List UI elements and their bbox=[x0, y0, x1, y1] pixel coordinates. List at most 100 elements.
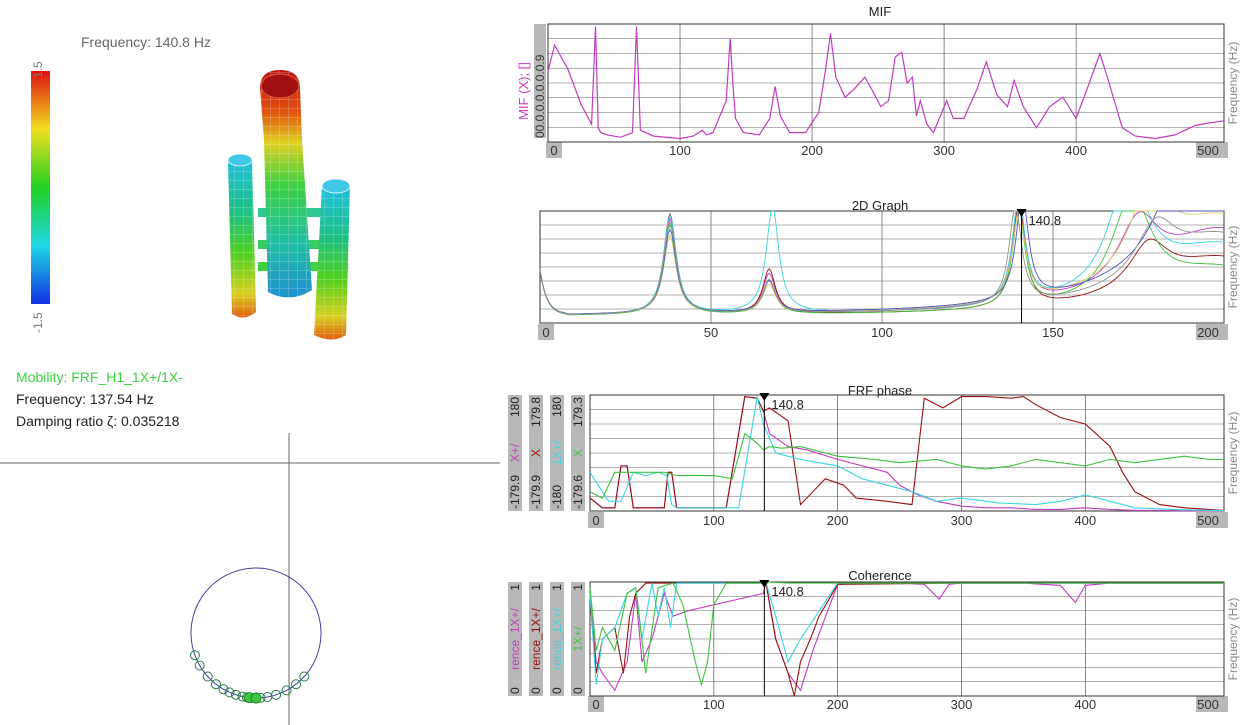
y-axis-label: X bbox=[571, 449, 585, 457]
y-axis-strip bbox=[529, 582, 543, 696]
y-axis-top-label: 180 bbox=[550, 397, 564, 417]
nyquist-point-highlight bbox=[250, 692, 262, 704]
x-tick-label: 400 bbox=[1074, 513, 1096, 528]
chart-title: Coherence bbox=[848, 568, 912, 583]
y-axis-strip bbox=[508, 395, 522, 511]
y-axis-bottom-label: -179.9 bbox=[529, 475, 543, 509]
nyquist-point bbox=[299, 671, 310, 682]
nyquist-point bbox=[218, 684, 229, 695]
plot-frame bbox=[539, 210, 1225, 324]
chart-2: 2D Graph 0 50 100 150 200 Frequency (Hz) 140.8 bbox=[538, 198, 1240, 340]
x-tick-label: 200 bbox=[827, 697, 849, 712]
x-axis-label: Frequency (Hz) bbox=[1226, 598, 1240, 681]
nyquist-point bbox=[189, 650, 200, 661]
cursor-marker[interactable] bbox=[759, 580, 770, 588]
nyquist-point bbox=[271, 689, 282, 700]
y-axis-bottom-label: -179.6 bbox=[571, 475, 585, 509]
cursor-label: 140.8 bbox=[1029, 213, 1062, 228]
y-axis-label: rence_1X+/ bbox=[550, 607, 564, 669]
y-tick-box bbox=[534, 24, 546, 138]
chart-1: MIF 0 100 200 300 400 500 Frequency (Hz) 00.0.0.… bbox=[516, 4, 1240, 158]
x-tick-box bbox=[546, 142, 562, 158]
y-axis-label: 1X+/ bbox=[571, 626, 585, 652]
y-axis-strip bbox=[550, 582, 564, 696]
nyquist-point bbox=[224, 687, 235, 698]
y-axis-top-label: 179.8 bbox=[529, 397, 543, 427]
damping-ratio-label: Damping ratio ζ: 0.035218 bbox=[16, 413, 180, 429]
y-axis-bottom-label: 0 bbox=[550, 687, 564, 694]
nyquist-point bbox=[230, 689, 241, 700]
y-axis-label: MIF (X); [] bbox=[516, 62, 531, 120]
plot-frame bbox=[589, 581, 1225, 697]
y-axis-top-label: 179.3 bbox=[571, 397, 585, 427]
y-axis-bottom-label: -180 bbox=[550, 485, 564, 509]
x-tick-label: 500 bbox=[1197, 513, 1219, 528]
y-axis-strip bbox=[571, 395, 585, 511]
x-tick-label: 100 bbox=[871, 325, 893, 340]
series-line bbox=[539, 210, 1225, 315]
plot-frame bbox=[589, 394, 1225, 512]
frequency-label: Frequency: 140.8 Hz bbox=[81, 34, 211, 50]
y-axis-label: X bbox=[529, 449, 543, 457]
x-tick-label: 0 bbox=[550, 143, 557, 158]
x-axis-label: Frequency (Hz) bbox=[1226, 412, 1240, 495]
x-tick-label: 500 bbox=[1197, 697, 1219, 712]
x-tick-label: 50 bbox=[704, 325, 718, 340]
series-line bbox=[589, 396, 1224, 511]
nyquist-point bbox=[281, 685, 292, 696]
y-axis-label: rence_1X+/ bbox=[508, 607, 522, 669]
x-tick-box bbox=[1196, 696, 1228, 712]
y-axis-label: rence_1X+/ bbox=[529, 607, 543, 669]
y-axis-bottom-label: 0 bbox=[571, 687, 585, 694]
x-tick-label: 200 bbox=[801, 143, 823, 158]
series-line bbox=[539, 210, 1225, 315]
x-tick-box bbox=[588, 696, 604, 712]
x-tick-label: 500 bbox=[1197, 143, 1219, 158]
y-axis-top-label: 1 bbox=[571, 584, 585, 591]
series-line bbox=[589, 395, 1224, 512]
y-axis-strip bbox=[529, 395, 543, 511]
x-tick-label: 300 bbox=[951, 513, 973, 528]
chart-3: FRF phase 0 100 200 300 400 500 Frequency (Hz) 1… bbox=[508, 383, 1240, 528]
mobility-label: Mobility: FRF_H1_1X+/1X- bbox=[16, 369, 183, 385]
cursor-marker[interactable] bbox=[1016, 209, 1027, 217]
cursor-marker[interactable] bbox=[759, 393, 770, 401]
mode-shape-model bbox=[227, 70, 351, 340]
chart-title: MIF bbox=[869, 4, 891, 19]
y-axis-top-label: 1 bbox=[529, 584, 543, 591]
x-tick-label: 100 bbox=[703, 697, 725, 712]
y-axis-top-label: 1 bbox=[508, 584, 522, 591]
colorbar-max-label: 1.5 bbox=[31, 61, 45, 78]
y-axis-strip bbox=[508, 582, 522, 696]
cursor-label: 140.8 bbox=[771, 397, 804, 412]
y-axis-bottom-label: 0 bbox=[529, 687, 543, 694]
colorbar-min-label: -1.5 bbox=[31, 312, 45, 333]
y-axis-strip bbox=[550, 395, 564, 511]
plot-frame bbox=[547, 23, 1225, 143]
series-line bbox=[547, 26, 1225, 140]
y-axis-bottom-label: -179.9 bbox=[508, 475, 522, 509]
y-axis-label: 1X+/ bbox=[550, 440, 564, 466]
series-line bbox=[589, 432, 1224, 499]
cursor-label: 140.8 bbox=[771, 584, 804, 599]
x-tick-label: 0 bbox=[592, 513, 599, 528]
series-line bbox=[589, 395, 1225, 511]
nyquist-point bbox=[210, 679, 221, 690]
x-axis-label: Frequency (Hz) bbox=[1226, 42, 1240, 125]
nyquist-points bbox=[189, 650, 310, 704]
y-axis-bottom-label: 0 bbox=[508, 687, 522, 694]
x-tick-box bbox=[1196, 142, 1228, 158]
x-tick-label: 0 bbox=[592, 697, 599, 712]
series-line bbox=[589, 581, 1224, 685]
x-tick-label: 300 bbox=[951, 697, 973, 712]
x-tick-label: 150 bbox=[1042, 325, 1064, 340]
x-tick-label: 100 bbox=[703, 513, 725, 528]
chart-title: 2D Graph bbox=[852, 198, 908, 213]
nyquist-point bbox=[202, 671, 213, 682]
x-tick-box bbox=[588, 512, 604, 528]
y-axis-label: X+/ bbox=[508, 443, 522, 462]
nyquist-point bbox=[194, 660, 205, 671]
chart-title: FRF phase bbox=[848, 383, 912, 398]
nyquist-circle bbox=[190, 567, 322, 699]
